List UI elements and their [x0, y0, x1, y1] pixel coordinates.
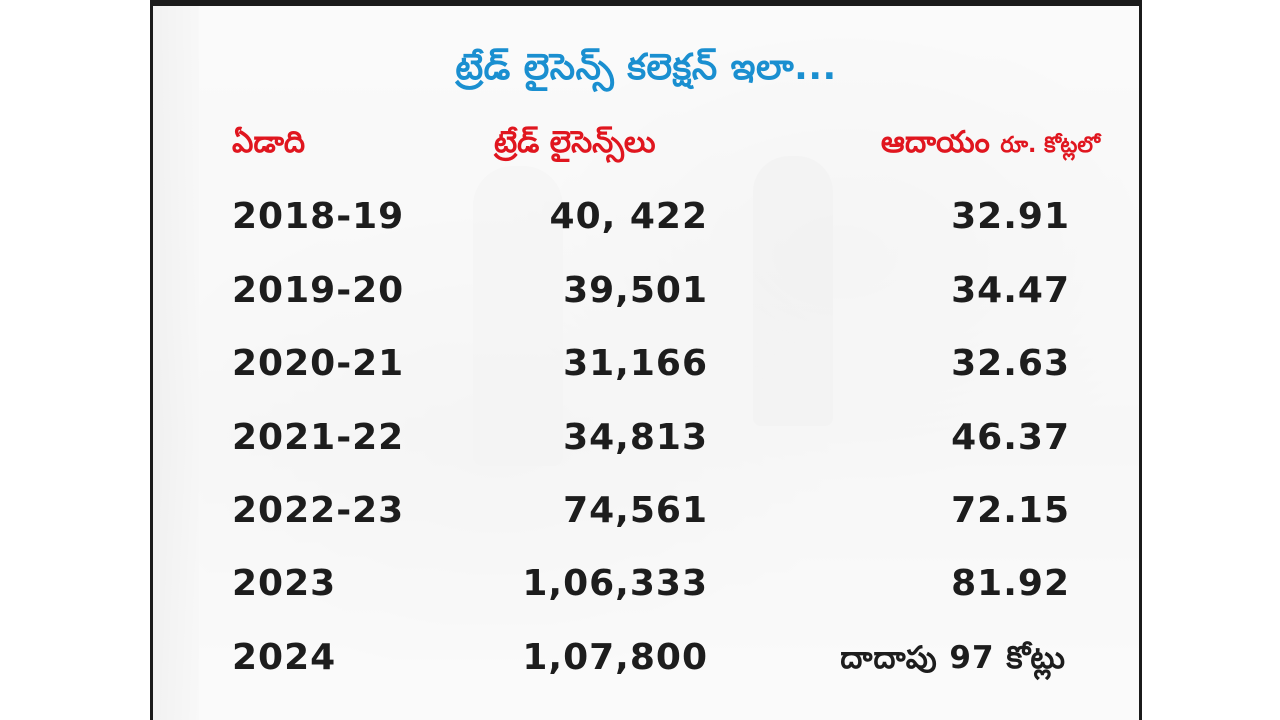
background-photo: [153, 6, 1139, 720]
cell-year: 2021-22: [232, 417, 405, 458]
table-row: 2020-21 31,166 32.63: [150, 334, 1142, 394]
header-licenses: ట్రేడ్ లైసెన్స్‌లు: [494, 125, 656, 160]
table-row: 2018-19 40, 422 32.91: [150, 187, 1142, 247]
table-row: 2024 1,07,800 దాదాపు 97 కోట్లు: [150, 628, 1142, 688]
cell-licenses: 74,561: [563, 490, 708, 531]
table-row: 2023 1,06,333 81.92: [150, 554, 1142, 614]
cell-revenue: 46.37: [951, 417, 1070, 458]
cell-revenue: 81.92: [951, 563, 1070, 604]
white-overlay: [153, 6, 1139, 720]
cell-revenue: దాదాపు 97 కోట్లు: [840, 640, 1066, 676]
table-row: 2019-20 39,501 34.47: [150, 261, 1142, 321]
header-revenue-label: ఆదాయం: [880, 125, 990, 160]
cell-year: 2022-23: [232, 490, 405, 531]
cell-licenses: 34,813: [563, 417, 708, 458]
table-row: 2022-23 74,561 72.15: [150, 481, 1142, 541]
table-row: 2021-22 34,813 46.37: [150, 408, 1142, 468]
cell-licenses: 40, 422: [549, 196, 708, 237]
cell-licenses: 1,07,800: [522, 637, 708, 678]
table-header: ఏడాది ట్రేడ్ లైసెన్స్‌లు ఆదాయం రూ. కోట్ల…: [150, 118, 1142, 168]
page-title: ట్రేడ్ లైసెన్స్ కలెక్షన్ ఇలా...: [455, 47, 837, 88]
cell-licenses: 31,166: [563, 343, 708, 384]
cell-year: 2024: [232, 637, 337, 678]
cell-year: 2020-21: [232, 343, 405, 384]
table-content: ట్రేడ్ లైసెన్స్ కలెక్షన్ ఇలా... ఏడాది ట్…: [150, 0, 1142, 720]
cell-licenses: 1,06,333: [522, 563, 708, 604]
cell-year: 2018-19: [232, 196, 405, 237]
cell-year: 2023: [232, 563, 337, 604]
cell-licenses: 39,501: [563, 270, 708, 311]
infographic-frame: ట్రేడ్ లైసెన్స్ కలెక్షన్ ఇలా... ఏడాది ట్…: [150, 0, 1142, 720]
cell-revenue: 32.91: [951, 196, 1070, 237]
header-revenue-unit: రూ. కోట్లలో: [1000, 133, 1100, 158]
cell-year: 2019-20: [232, 270, 405, 311]
cell-revenue: 34.47: [951, 270, 1070, 311]
header-revenue: ఆదాయం రూ. కోట్లలో: [881, 118, 1100, 171]
header-year: ఏడాది: [232, 125, 306, 160]
cell-revenue: 32.63: [951, 343, 1070, 384]
cell-revenue: 72.15: [951, 490, 1070, 531]
